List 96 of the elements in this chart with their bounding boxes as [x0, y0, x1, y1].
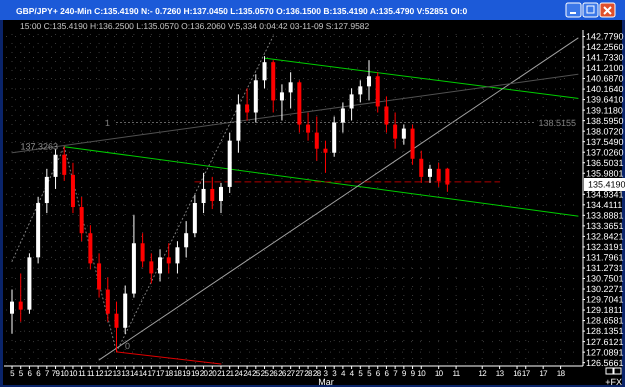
y-tick-label: 142.7790: [586, 32, 624, 42]
text: +FX: [605, 377, 622, 387]
x-tick-label: 10: [60, 369, 70, 378]
y-tick-label: 139.6410: [586, 94, 624, 105]
x-tick-label: 5: [367, 369, 372, 378]
y-tick-label: 131.7961: [586, 252, 624, 263]
x-tick-label: 21: [226, 369, 235, 378]
x-tick-label: 18: [164, 369, 174, 378]
x-tick-label: 18: [556, 369, 566, 378]
y-tick-label: 135.9801: [586, 168, 624, 178]
x-tick-label: 25: [252, 369, 261, 378]
y-tick-label: 132.8421: [586, 232, 624, 242]
x-tick-label: 19: [191, 369, 200, 378]
y-tick-label: 140.1640: [586, 84, 624, 94]
y-tick-label: 130.7501: [586, 274, 624, 284]
x-tick-label: 17: [522, 369, 531, 378]
x-tick-label: 3: [324, 369, 329, 378]
x-tick-label: 10: [434, 369, 444, 378]
y-tick-label: 134.4111: [586, 200, 622, 210]
y-tick-label: 137.0260: [586, 147, 624, 158]
y-tick-label: 140.6870: [586, 74, 624, 84]
x-tick-label: 24: [234, 369, 244, 378]
x-tick-label: 21: [217, 369, 226, 378]
x-tick-label: 10: [69, 369, 78, 378]
text: 135.4190: [588, 180, 625, 190]
x-tick-label: 20: [208, 369, 218, 378]
x-tick-label: 19: [182, 369, 192, 378]
x-tick-label: 16: [513, 369, 522, 378]
y-tick-label: 127.6121: [586, 336, 624, 347]
annotation: 137.3263: [20, 141, 58, 152]
annotation: 0: [125, 341, 130, 352]
x-tick-label: 9: [410, 369, 416, 378]
y-tick-label: 128.6581: [586, 316, 624, 326]
x-tick-label: 18: [174, 369, 182, 378]
x-tick-label: 10: [417, 369, 426, 378]
y-tick-label: 129.1811: [586, 305, 623, 316]
x-tick-label: 6: [36, 369, 42, 378]
y-tick-label: 127.0891: [586, 347, 624, 358]
annotation: 1: [104, 118, 110, 128]
x-tick-label: 13: [121, 369, 130, 378]
x-tick-label: 20: [200, 369, 209, 378]
y-tick-label: 133.8881: [586, 210, 624, 220]
y-tick-label: 139.1180: [586, 105, 623, 116]
x-tick-label: 12: [478, 369, 488, 378]
x-tick-label: 13: [496, 369, 505, 378]
x-tick-label: 9: [402, 369, 407, 378]
x-tick-label: 14: [130, 369, 139, 378]
x-tick-label: 11: [78, 369, 86, 378]
annotation: 138.5155: [538, 118, 576, 128]
y-tick-label: 132.3191: [586, 242, 624, 252]
x-tick-label: 17: [156, 369, 166, 378]
x-tick-label: 26: [278, 369, 287, 378]
x-tick-label: 79: [52, 369, 61, 378]
y-tick-label: 130.2271: [586, 284, 624, 294]
chart-title: GBP/JPY+ 240-Min C:135.4190 N:- 0.7260 H:137.0450 L:135.0570 O:136.1500 B:135.4190 A:135.4790 V:52851 OI:0: [16, 6, 468, 16]
x-tick-label: 27: [286, 369, 296, 378]
x-tick-label: 6: [376, 369, 381, 378]
x-tick-label: 28: [312, 369, 322, 378]
x-tick-label: 24: [243, 369, 252, 378]
x-tick-label: 6: [384, 369, 390, 378]
y-tick-label: 138.5950: [586, 116, 624, 126]
x-tick-label: 17: [147, 369, 156, 378]
x-tick-label: 28: [304, 369, 314, 378]
x-tick-label: 5: [10, 369, 16, 378]
y-tick-label: 141.2100: [586, 63, 624, 74]
x-tick-label: 4: [350, 369, 355, 378]
y-tick-label: 134.9341: [586, 189, 624, 200]
x-tick-label: 12: [95, 369, 104, 378]
y-tick-label: 137.5490: [586, 136, 624, 147]
x-tick-label: 14: [138, 369, 148, 378]
x-tick-label: 7: [44, 369, 50, 378]
y-tick-label: 129.7041: [586, 294, 624, 305]
x-tick-label: 27: [296, 369, 304, 378]
y-tick-label: 141.7330: [586, 52, 624, 63]
x-tick-label: 26: [269, 369, 278, 378]
y-tick-label: 131.2731: [586, 263, 624, 274]
x-tick-label: 4: [340, 369, 346, 378]
x-tick-label: 25: [260, 369, 270, 378]
x-tick-label: 11: [452, 369, 461, 378]
x-tick-label: 7: [393, 369, 398, 378]
y-tick-label: 133.3651: [586, 221, 624, 232]
x-tick-label: 17: [539, 369, 548, 378]
chart-subtitle: 15:00 C:135.4190 H:136.2500 L:135.0570 O:136.2060 V:5,334 0:04:42 03-11-09 S:127.9582: [20, 21, 370, 31]
text: Mar: [318, 377, 334, 387]
x-tick-label: 5: [358, 369, 364, 378]
x-tick-label: 13: [112, 369, 122, 378]
x-tick-label: 12: [104, 369, 113, 378]
x-tick-label: 3: [332, 369, 338, 378]
y-tick-label: 142.2560: [586, 42, 624, 52]
x-tick-label: 6: [27, 369, 32, 378]
y-tick-label: 136.5031: [586, 158, 624, 168]
x-tick-label: 11: [86, 369, 96, 378]
y-tick-label: 128.1351: [586, 326, 624, 336]
x-tick-label: 5: [18, 369, 24, 378]
y-tick-label: 126.5661: [586, 358, 624, 368]
y-tick-label: 138.0720: [586, 126, 624, 136]
